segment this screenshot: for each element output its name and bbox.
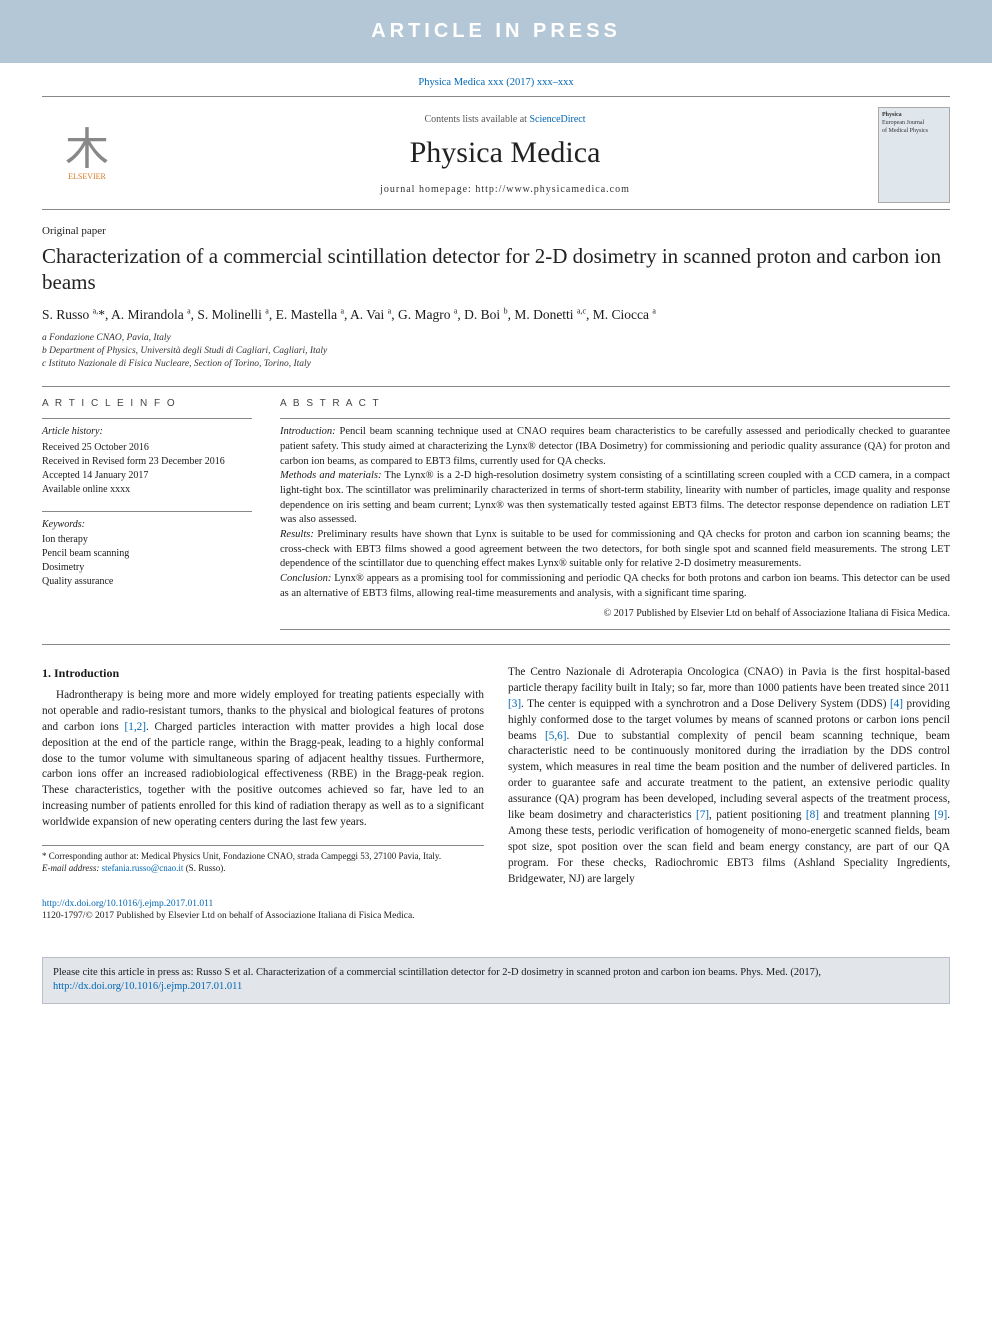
column-right: The Centro Nazionale di Adroterapia Onco… (508, 665, 950, 888)
doi-link[interactable]: http://dx.doi.org/10.1016/j.ejmp.2017.01… (42, 899, 213, 909)
paper-title: Characterization of a commercial scintil… (42, 243, 950, 296)
publisher-name: ELSEVIER (42, 172, 132, 183)
history-0: Received 25 October 2016 (42, 441, 252, 455)
history-3: Available online xxxx (42, 483, 252, 497)
cover-line2: European Journal (882, 119, 946, 127)
citation-link[interactable]: [3] (508, 698, 521, 710)
kw-0: Ion therapy (42, 533, 252, 547)
history-label: Article history: (42, 425, 252, 439)
keywords-label: Keywords: (42, 518, 252, 532)
meta-row: A R T I C L E I N F O Article history: R… (42, 397, 950, 630)
abs-conclusion-text: Lynx® appears as a promising tool for co… (280, 573, 950, 599)
article-in-press-banner: ARTICLE IN PRESS (0, 0, 992, 63)
cover-line3: of Medical Physics (882, 127, 946, 135)
kw-rule (42, 511, 252, 512)
article-info: A R T I C L E I N F O Article history: R… (42, 397, 252, 630)
info-rule (42, 418, 252, 419)
abs-intro-label: Introduction: (280, 426, 336, 437)
email-line: E-mail address: stefania.russo@cnao.it (… (42, 862, 484, 874)
page-body: Original paper Characterization of a com… (0, 210, 992, 943)
top-citation: Physica Medica xxx (2017) xxx–xxx (0, 63, 992, 96)
cover-line1: Physica (882, 111, 946, 119)
contents-prefix: Contents lists available at (424, 114, 529, 125)
abs-bottom-rule (280, 629, 950, 630)
abs-methods: Methods and materials: The Lynx® is a 2-… (280, 469, 950, 528)
top-citation-link[interactable]: Physica Medica xxx (2017) xxx–xxx (418, 77, 573, 88)
citation-link[interactable]: [9] (934, 809, 947, 821)
article-info-heading: A R T I C L E I N F O (42, 397, 252, 411)
citation-link[interactable]: [5,6] (545, 730, 566, 742)
elsevier-tree-icon: ⽊ (42, 128, 132, 172)
intro-heading: 1. Introduction (42, 665, 484, 682)
journal-header: ⽊ ELSEVIER Contents lists available at S… (42, 96, 950, 210)
homepage-url: http://www.physicamedica.com (475, 184, 630, 195)
abs-results-text: Preliminary results have shown that Lynx… (280, 529, 950, 569)
sciencedirect-link[interactable]: ScienceDirect (529, 114, 585, 125)
abs-intro-text: Pencil beam scanning technique used at C… (280, 426, 950, 466)
footnotes: * Corresponding author at: Medical Physi… (42, 845, 484, 874)
citebox-doi-link[interactable]: http://dx.doi.org/10.1016/j.ejmp.2017.01… (53, 981, 242, 992)
abs-conclusion-label: Conclusion: (280, 573, 331, 584)
citation-link[interactable]: [7] (696, 809, 709, 821)
abstract-copyright: © 2017 Published by Elsevier Ltd on beha… (280, 607, 950, 621)
corresponding-author: * Corresponding author at: Medical Physi… (42, 850, 484, 862)
journal-cover-thumbnail[interactable]: Physica European Journal of Medical Phys… (878, 107, 950, 203)
header-middle: Contents lists available at ScienceDirec… (132, 113, 878, 197)
authors: S. Russo a,*, A. Mirandola a, S. Molinel… (42, 306, 950, 324)
abs-results: Results: Preliminary results have shown … (280, 528, 950, 572)
citation-link[interactable]: [4] (890, 698, 903, 710)
kw-2: Dosimetry (42, 561, 252, 575)
journal-title: Physica Medica (132, 133, 878, 174)
intro-para-2: The Centro Nazionale di Adroterapia Onco… (508, 665, 950, 888)
doi-block: http://dx.doi.org/10.1016/j.ejmp.2017.01… (42, 898, 950, 924)
abs-results-label: Results: (280, 529, 314, 540)
citation-link[interactable]: [1,2] (125, 721, 146, 733)
rule-below-meta (42, 644, 950, 645)
homepage-prefix: journal homepage: (380, 184, 475, 195)
abs-intro: Introduction: Pencil beam scanning techn… (280, 425, 950, 469)
paper-type: Original paper (42, 224, 950, 239)
abs-conclusion: Conclusion: Lynx® appears as a promising… (280, 572, 950, 601)
elsevier-logo[interactable]: ⽊ ELSEVIER (42, 128, 132, 183)
history-2: Accepted 14 January 2017 (42, 469, 252, 483)
kw-1: Pencil beam scanning (42, 547, 252, 561)
issn-copyright: 1120-1797/© 2017 Published by Elsevier L… (42, 910, 950, 923)
abstract-heading: A B S T R A C T (280, 397, 950, 411)
banner-text: ARTICLE IN PRESS (371, 20, 621, 42)
affiliation: c Istituto Nazionale di Fisica Nucleare,… (42, 358, 950, 371)
body-columns: 1. Introduction Hadrontherapy is being m… (42, 665, 950, 888)
journal-homepage: journal homepage: http://www.physicamedi… (132, 183, 878, 197)
abstract: A B S T R A C T Introduction: Pencil bea… (280, 397, 950, 630)
citation-box: Please cite this article in press as: Ru… (42, 957, 950, 1003)
abs-methods-label: Methods and materials: (280, 470, 382, 481)
email-label: E-mail address: (42, 863, 102, 873)
email-suffix: (S. Russo). (183, 863, 225, 873)
abs-rule (280, 418, 950, 419)
rule-above-meta (42, 386, 950, 387)
contents-line: Contents lists available at ScienceDirec… (132, 113, 878, 127)
kw-3: Quality assurance (42, 575, 252, 589)
intro-para-1: Hadrontherapy is being more and more wid… (42, 688, 484, 831)
affiliation: a Fondazione CNAO, Pavia, Italy (42, 332, 950, 345)
column-left: 1. Introduction Hadrontherapy is being m… (42, 665, 484, 888)
email-link[interactable]: stefania.russo@cnao.it (102, 863, 184, 873)
affiliation: b Department of Physics, Università degl… (42, 345, 950, 358)
citebox-text: Please cite this article in press as: Ru… (53, 967, 821, 978)
history-1: Received in Revised form 23 December 201… (42, 455, 252, 469)
citation-link[interactable]: [8] (806, 809, 819, 821)
affiliations: a Fondazione CNAO, Pavia, Italyb Departm… (42, 332, 950, 372)
